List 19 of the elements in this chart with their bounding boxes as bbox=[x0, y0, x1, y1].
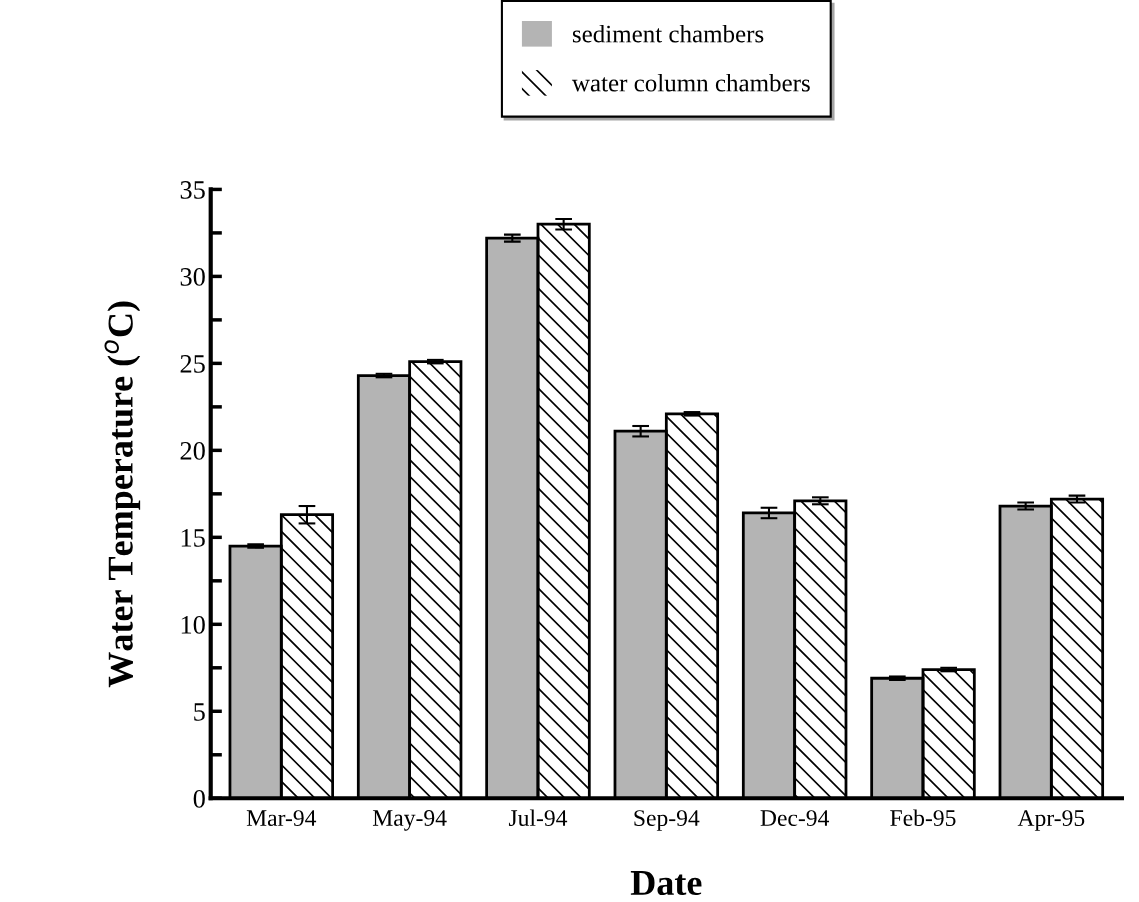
legend-label: sediment chambers bbox=[572, 24, 764, 43]
y-tick-label: 15 bbox=[181, 529, 205, 547]
x-tick-label: Dec-94 bbox=[760, 810, 830, 826]
x-tick-label: Mar-94 bbox=[246, 810, 317, 826]
y-tick-label: 20 bbox=[180, 441, 205, 460]
y-tick-label: 25 bbox=[180, 355, 205, 373]
x-tick-label: Apr-95 bbox=[1017, 810, 1085, 831]
y-tick-label: 30 bbox=[180, 268, 205, 286]
x-tick-label: Sep-94 bbox=[634, 810, 700, 831]
y-tick-label: 5 bbox=[194, 703, 205, 721]
x-axis-title: Date bbox=[630, 871, 702, 896]
x-tick-label: Feb-95 bbox=[890, 809, 956, 826]
y-axis-title: Water Temperature ($^{o}$C) bbox=[104, 301, 141, 688]
y-tick-label: 10 bbox=[181, 615, 205, 634]
legend-label: water column chambers bbox=[571, 73, 810, 92]
x-tick-label: May-94 bbox=[372, 810, 447, 831]
y-tick-label: 0 bbox=[193, 789, 205, 808]
x-tick-label: Jul-94 bbox=[508, 809, 568, 826]
y-tick-label: 35 bbox=[180, 181, 205, 199]
